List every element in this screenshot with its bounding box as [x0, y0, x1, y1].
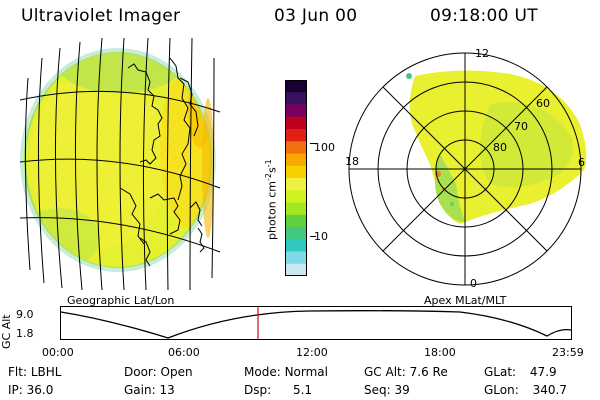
glon-label: GLon: [484, 383, 519, 397]
mlt-label-6: 6 [578, 156, 585, 169]
altitude-ylabel: GC Alt [0, 314, 13, 349]
glon-value: 340.7 [532, 383, 567, 397]
colorbar-label-100: 100 [314, 141, 335, 154]
mode-label: Mode: [244, 365, 281, 379]
mlt-label-0: 0 [470, 277, 477, 290]
colorbar-label-10: 10 [314, 230, 328, 243]
door-label: Door: [124, 365, 157, 379]
gain-label: Gain: [124, 383, 156, 397]
ip-value: 36.0 [26, 383, 54, 397]
status-dsp: Dsp: 5.1 [244, 383, 312, 397]
latitude-lines [20, 90, 221, 253]
dsp-label: Dsp: [244, 383, 272, 397]
altitude-plot [60, 306, 572, 340]
altitude-xtick-4: 23:59 [552, 346, 584, 359]
colorbar-stripe [285, 227, 307, 240]
coastlines [119, 57, 205, 267]
flt-label: Flt: [8, 365, 27, 379]
status-gcalt: GC Alt: 7.6 Re [364, 365, 448, 379]
flt-value: LBHL [30, 365, 62, 379]
colorbar-stripe [285, 80, 307, 93]
altitude-xtick-2: 12:00 [296, 346, 328, 359]
auroral-edge [435, 154, 465, 222]
mlat-label-70: 70 [514, 120, 528, 133]
status-door: Door: Open [124, 365, 193, 379]
auroral-emission-core [480, 102, 574, 188]
glat-value: 47.9 [529, 365, 557, 379]
date-label: 03 Jun 00 [274, 6, 358, 26]
mlt-label-12: 12 [475, 47, 489, 60]
gcalt-label: GC Alt: [364, 365, 406, 379]
right-panel-label: Apex MLat/MLT [424, 294, 507, 307]
colorbar-stripe [285, 116, 307, 130]
altitude-ytick-low: 1.8 [16, 327, 34, 340]
mode-value: Normal [284, 365, 328, 379]
altitude-plot-frame [60, 306, 572, 340]
altitude-curve [60, 310, 572, 339]
colorbar-stripe [285, 141, 307, 154]
colorbar-stripe [285, 129, 307, 142]
colorbar-stripe [285, 104, 307, 118]
colorbar-stripe [285, 263, 307, 276]
colorbar-stripe [285, 92, 307, 105]
colorbar-stripe [285, 202, 307, 216]
colorbar-unit-exp2: -1 [264, 159, 273, 168]
colorbar-stripe [285, 153, 307, 167]
colorbar-stripe [285, 251, 307, 265]
altitude-ylabel-container: GC Alt [0, 314, 13, 351]
colorbar-stripe [285, 165, 307, 179]
time-label: 09:18:00 UT [430, 6, 538, 26]
hotspot [406, 73, 412, 79]
hotspot [450, 202, 454, 206]
colorbar-stripe [285, 239, 307, 252]
seq-value: 39 [394, 383, 410, 397]
geographic-map [20, 38, 221, 290]
gain-value: 13 [159, 383, 175, 397]
mlat-label-80: 80 [493, 141, 507, 154]
colorbar-unit-label: photon cm-2s-1 [264, 159, 279, 240]
left-panel-label: Geographic Lat/Lon [67, 294, 175, 307]
altitude-xtick-0: 00:00 [42, 346, 74, 359]
ip-label: IP: [8, 383, 23, 397]
polar-grid [348, 52, 582, 286]
status-flt: Flt: LBHL [8, 365, 61, 379]
status-glat: GLat: 47.9 [484, 365, 557, 379]
colorbar-stripe [285, 190, 307, 203]
colorbar-stripe [285, 178, 307, 191]
status-mode: Mode: Normal [244, 365, 328, 379]
mlat-label-60: 60 [536, 97, 550, 110]
status-glon: GLon: 340.7 [484, 383, 567, 397]
altitude-ytick-high: 9.0 [16, 308, 34, 321]
colorbar-stripe [285, 214, 307, 228]
altitude-xtick-3: 18:00 [424, 346, 456, 359]
instrument-title: Ultraviolet Imager [21, 6, 181, 26]
colorbar-unit-main: photon cm [265, 181, 279, 240]
polar-plot [348, 52, 587, 286]
seq-label: Seq: [364, 383, 391, 397]
colorbar-tick-100 [310, 143, 316, 144]
gcalt-value: 7.6 Re [409, 365, 448, 379]
altitude-xtick-1: 06:00 [168, 346, 200, 359]
colorbar-unit-exp1: -2 [264, 173, 273, 182]
status-gain: Gain: 13 [124, 383, 175, 397]
colorbar-unit-s: s [265, 167, 279, 174]
glat-label: GLat: [484, 365, 517, 379]
mlt-label-18: 18 [345, 155, 359, 168]
dsp-value: 5.1 [292, 383, 313, 397]
status-seq: Seq: 39 [364, 383, 410, 397]
door-value: Open [160, 365, 193, 379]
status-ip: IP: 36.0 [8, 383, 53, 397]
colorbar-tick-10 [310, 236, 316, 237]
colorbar [285, 80, 307, 276]
